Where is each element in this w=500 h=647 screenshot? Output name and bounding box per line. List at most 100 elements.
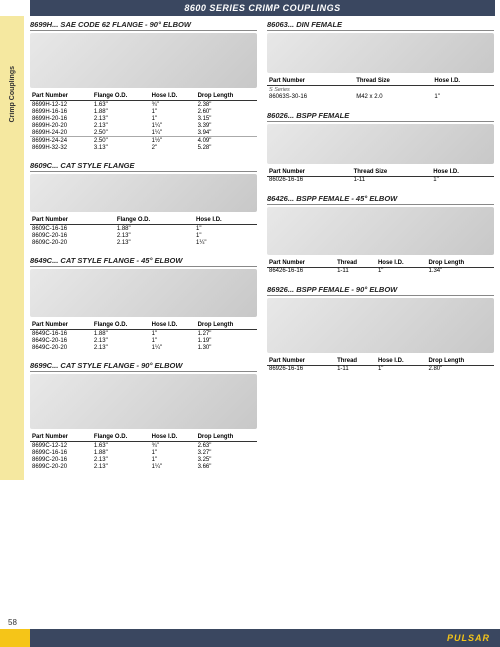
cell: 8699C-20-16	[30, 456, 92, 463]
table-row: 86063S-30-16M42 x 2.01"	[267, 94, 494, 101]
right-column: 86063... DIN FEMALEPart NumberThread Siz…	[267, 20, 494, 480]
cell: 2.13"	[92, 463, 150, 470]
cell: 1"	[432, 94, 494, 101]
cell: ¾"	[150, 442, 196, 450]
cell: ¾"	[150, 101, 196, 109]
cell: 8699H-16-16	[30, 108, 92, 115]
section-title: 8699C... CAT STYLE FLANGE - 90° ELBOW	[30, 361, 257, 372]
product-image	[267, 124, 494, 164]
cell: 2.63"	[196, 442, 257, 450]
cell: 8699C-12-12	[30, 442, 92, 450]
table-row: 8699H-32-323.13"2"5.28"	[30, 144, 257, 151]
cell: 3.13"	[92, 144, 150, 151]
left-section-0: 8699H... SAE CODE 62 FLANGE - 90° ELBOWP…	[30, 20, 257, 151]
table-row: 8699C-20-202.13"1¼"3.66"	[30, 463, 257, 470]
section-title: 86063... DIN FEMALE	[267, 20, 494, 31]
section-title: 8699H... SAE CODE 62 FLANGE - 90° ELBOW	[30, 20, 257, 31]
table-row: 86426-16-161-111"1.34"	[267, 267, 494, 275]
cell: 1-11	[352, 176, 432, 184]
col-header: Hose I.D.	[431, 168, 494, 177]
left-column: 8699H... SAE CODE 62 FLANGE - 90° ELBOW P…	[30, 20, 257, 480]
col-header: Part Number	[30, 433, 92, 442]
cell: 8699C-20-20	[30, 463, 92, 470]
cell: 2"	[150, 144, 196, 151]
table-row: 8699H-16-161.88"1"2.60"	[30, 108, 257, 115]
cell: 1.88"	[92, 108, 150, 115]
product-image	[30, 269, 257, 317]
col-header: Hose I.D.	[150, 433, 196, 442]
cell: 1"	[194, 225, 257, 233]
cell: 3.25"	[196, 456, 257, 463]
cell: 4.09"	[196, 137, 257, 145]
cell: 8699H-20-20	[30, 122, 92, 129]
table-row: 8699H-20-202.13"1¼"3.39"	[30, 122, 257, 129]
table-row: 86026-16-161-111"	[267, 176, 494, 184]
cell: 8649C-16-16	[30, 330, 92, 338]
right-section-0: 86063... DIN FEMALEPart NumberThread Siz…	[267, 20, 494, 101]
col-header: Hose I.D.	[376, 259, 427, 268]
cell: 1"	[194, 232, 257, 239]
col-header: Flange O.D.	[92, 92, 150, 101]
table-row: 8609C-20-162.13"1"	[30, 232, 257, 239]
col-header: Flange O.D.	[92, 321, 150, 330]
cell: 1"	[150, 330, 196, 338]
footer-brand: PULSAR	[447, 633, 490, 643]
col-header: Thread	[335, 357, 376, 366]
cell: 3.66"	[196, 463, 257, 470]
side-tab: Crimp Couplings	[0, 16, 24, 480]
cell: 1"	[150, 456, 196, 463]
section-title: 8649C... CAT STYLE FLANGE - 45° ELBOW	[30, 256, 257, 267]
table-row: 8699H-24-242.50"1½"4.09"	[30, 137, 257, 145]
sub-header: S Series	[267, 86, 494, 94]
side-tab-label: Crimp Couplings	[9, 66, 16, 122]
cell: 2.50"	[92, 129, 150, 137]
cell: 1"	[150, 337, 196, 344]
page-number: 58	[8, 618, 17, 627]
col-header: Thread Size	[352, 168, 432, 177]
cell: 8609C-20-20	[30, 239, 115, 246]
right-section-3: 86926... BSPP FEMALE - 90° ELBOW Part Num…	[267, 285, 494, 373]
spec-table: Part NumberThreadHose I.D.Drop Length869…	[267, 357, 494, 373]
cell: 3.39"	[196, 122, 257, 129]
spec-table: Part NumberFlange O.D.Hose I.D.8609C-16-…	[30, 216, 257, 246]
col-header: Hose I.D.	[150, 92, 196, 101]
cell: 8649C-20-20	[30, 344, 92, 351]
cell: M42 x 2.0	[354, 94, 432, 101]
col-header: Part Number	[30, 216, 115, 225]
cell: 86026-16-16	[267, 176, 352, 184]
table-row: 8609C-16-161.88"1"	[30, 225, 257, 233]
page-header: 8600 SERIES CRIMP COUPLINGS	[30, 0, 495, 16]
section-title: 86026... BSPP FEMALE	[267, 111, 494, 122]
product-image	[267, 33, 494, 73]
spec-table: Part NumberFlange O.D.Hose I.D.Drop Leng…	[30, 433, 257, 470]
left-section-3: 8699C... CAT STYLE FLANGE - 90° ELBOW Par…	[30, 361, 257, 470]
cell: 2.13"	[92, 115, 150, 122]
cell: 86926-16-16	[267, 365, 335, 373]
col-header: Thread Size	[354, 77, 432, 86]
section-title: 86926... BSPP FEMALE - 90° ELBOW	[267, 285, 494, 296]
cell: 1¼"	[150, 344, 196, 351]
col-header: Part Number	[267, 168, 352, 177]
footer-accent	[0, 629, 30, 647]
product-image	[30, 174, 257, 212]
table-row: 8699H-12-121.63"¾"2.38"	[30, 101, 257, 109]
cell: 2.80"	[426, 365, 494, 373]
product-image	[267, 207, 494, 255]
footer-bar: PULSAR	[0, 629, 500, 647]
product-image	[30, 374, 257, 429]
cell: 2.38"	[196, 101, 257, 109]
col-header: Flange O.D.	[115, 216, 194, 225]
product-image	[30, 33, 257, 88]
table-row: 8699H-20-162.13"1"3.15"	[30, 115, 257, 122]
cell: 1¼"	[150, 122, 196, 129]
cell: 1¼"	[150, 129, 196, 137]
cell: 1.34"	[426, 267, 494, 275]
spec-table: Part NumberThreadHose I.D.Drop Length864…	[267, 259, 494, 275]
cell: 1"	[431, 176, 494, 184]
cell: 3.94"	[196, 129, 257, 137]
cell: 1-11	[335, 365, 376, 373]
cell: 1½"	[150, 137, 196, 145]
col-header: Part Number	[30, 321, 92, 330]
table-row: 8699C-16-161.88"1"3.27"	[30, 449, 257, 456]
cell: 5.28"	[196, 144, 257, 151]
